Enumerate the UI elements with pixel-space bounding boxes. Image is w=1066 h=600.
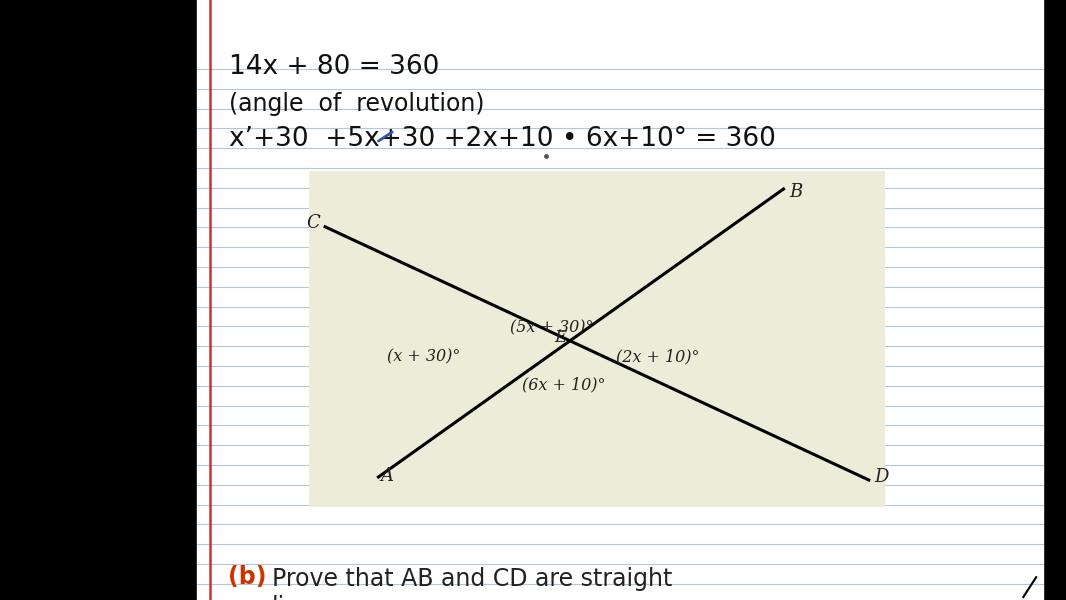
Text: (angle  of  revolution): (angle of revolution) bbox=[229, 92, 485, 116]
Text: D: D bbox=[874, 468, 888, 486]
Text: Prove that AB and CD are straight
lines: Prove that AB and CD are straight lines bbox=[272, 567, 673, 600]
Text: (x + 30)°: (x + 30)° bbox=[387, 349, 461, 365]
Text: C: C bbox=[306, 214, 320, 232]
Text: E: E bbox=[554, 329, 566, 346]
Bar bbox=[0, 0, 197, 600]
Bar bbox=[1043, 0, 1066, 600]
Text: (5x + 30)°: (5x + 30)° bbox=[510, 319, 593, 336]
Text: (b): (b) bbox=[228, 565, 266, 589]
Text: B: B bbox=[789, 183, 802, 201]
Text: (6x + 10)°: (6x + 10)° bbox=[522, 376, 605, 393]
Text: 14x + 80 = 360: 14x + 80 = 360 bbox=[229, 54, 439, 80]
Bar bbox=[197, 0, 1043, 600]
Text: A: A bbox=[381, 467, 393, 485]
FancyBboxPatch shape bbox=[309, 171, 885, 507]
Text: x’+30  +5x+30 +2x+10 • 6x+10° = 360: x’+30 +5x+30 +2x+10 • 6x+10° = 360 bbox=[229, 126, 776, 152]
Text: (2x + 10)°: (2x + 10)° bbox=[616, 349, 699, 365]
